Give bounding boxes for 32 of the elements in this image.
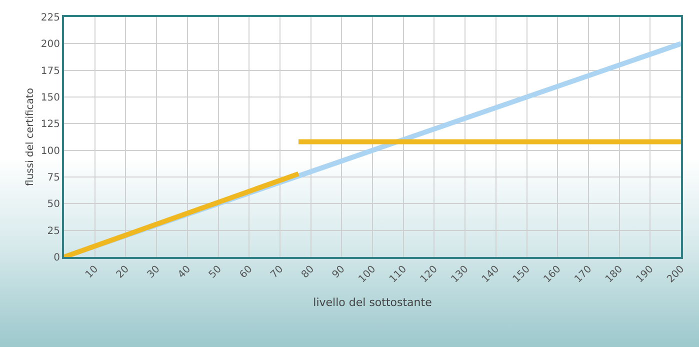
x-tick-label: 170 bbox=[572, 264, 594, 286]
x-tick-label: 80 bbox=[300, 264, 316, 281]
x-tick-label: 40 bbox=[176, 264, 194, 281]
x-tick-label: 130 bbox=[449, 264, 471, 286]
x-tick-label: 70 bbox=[268, 264, 286, 281]
x-tick-label: 190 bbox=[634, 264, 656, 286]
x-tick-label: 10 bbox=[84, 264, 101, 281]
x-tick-label: 60 bbox=[238, 264, 255, 281]
y-tick-label: 175 bbox=[40, 66, 60, 77]
x-axis-title: livello del sottostante bbox=[313, 296, 432, 309]
y-tick-label: 225 bbox=[40, 12, 60, 24]
y-tick-label: 150 bbox=[40, 92, 60, 104]
x-tick-label: 20 bbox=[114, 264, 132, 281]
y-tick-label: 75 bbox=[47, 172, 60, 184]
y-tick-label: 50 bbox=[47, 199, 60, 210]
x-tick-label: 150 bbox=[511, 264, 532, 286]
x-tick-label: 110 bbox=[388, 264, 410, 286]
x-tick-label: 30 bbox=[145, 264, 162, 281]
y-tick-label: 0 bbox=[54, 252, 60, 264]
y-axis-title: flussi del certificato bbox=[25, 88, 36, 186]
x-tick-label: 50 bbox=[207, 264, 224, 281]
x-tick-label: 140 bbox=[480, 264, 502, 286]
x-tick-label: 100 bbox=[356, 264, 378, 286]
y-tick-label: 125 bbox=[40, 119, 60, 130]
x-tick-label: 120 bbox=[418, 264, 440, 286]
y-tick-label: 100 bbox=[40, 146, 60, 157]
y-tick-label: 200 bbox=[40, 39, 60, 50]
x-tick-label: 90 bbox=[330, 264, 348, 281]
y-tick-label: 25 bbox=[47, 226, 60, 237]
x-tick-label: 180 bbox=[604, 264, 625, 286]
x-tick-label: 160 bbox=[542, 264, 564, 286]
x-tick-label: 200 bbox=[665, 264, 687, 286]
